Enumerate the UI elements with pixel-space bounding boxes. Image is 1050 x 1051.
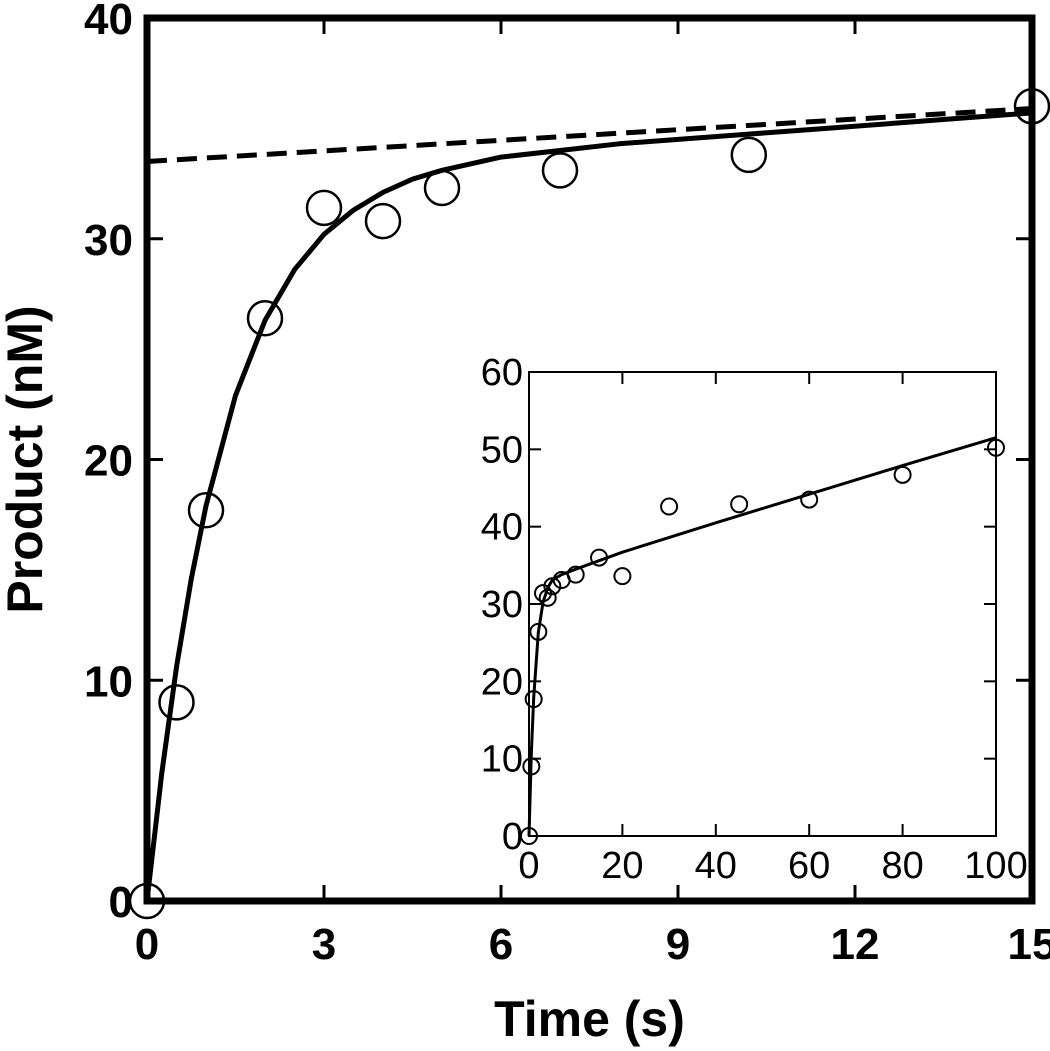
main-y-tick-label: 30	[84, 216, 133, 265]
main-x-tick-label: 6	[489, 920, 513, 969]
inset-data-point	[660, 497, 679, 516]
inset-data-point	[893, 465, 912, 484]
inset-data-point	[566, 565, 585, 584]
inset-data-point	[522, 757, 541, 776]
inset-data-point	[543, 577, 562, 596]
inset-y-tick-label: 20	[481, 661, 523, 703]
main-x-tick-label: 0	[135, 920, 159, 969]
inset-data-point	[524, 690, 543, 709]
inset-x-tick-label: 20	[601, 845, 643, 887]
inset-data-point	[520, 827, 538, 845]
main-data-point	[246, 299, 284, 337]
main-dashed-extrapolation-line	[146, 106, 1033, 164]
main-x-tick-label: 12	[831, 920, 880, 969]
inset-data-point	[538, 588, 557, 607]
main-fit-curve	[144, 110, 1033, 902]
main-data-point	[1013, 88, 1050, 125]
main-y-tick-label: 40	[84, 0, 133, 44]
inset-data-point	[590, 548, 609, 567]
inset-data-point	[613, 567, 632, 586]
main-x-tick-label: 9	[666, 920, 690, 969]
inset-y-tick-label: 40	[481, 507, 523, 549]
main-data-point	[158, 684, 195, 721]
main-data-point	[128, 882, 166, 920]
main-data-point	[364, 202, 402, 240]
main-y-tick-label: 20	[84, 437, 133, 486]
inset-y-tick-label: 30	[481, 584, 523, 626]
inset-plot: 0 20 40 60 80 100 0 10 20 30 40 50 60	[481, 352, 1028, 887]
inset-plot-frame	[528, 371, 997, 837]
main-data-point	[541, 152, 579, 189]
inset-x-tick-label: 40	[695, 845, 737, 887]
main-data-point	[305, 189, 343, 227]
inset-data-point	[529, 622, 548, 641]
inset-x-tick-label: 60	[788, 845, 830, 887]
main-data-point	[730, 136, 768, 174]
inset-y-tick-label: 60	[481, 352, 523, 394]
main-y-tick-label: 10	[84, 657, 133, 706]
inset-x-tick-label: 100	[964, 845, 1027, 887]
inset-data-point	[800, 490, 819, 509]
main-y-axis-title: Product (nM)	[0, 305, 53, 613]
inset-data-point	[987, 438, 1005, 457]
inset-x-tick-label: 0	[518, 845, 539, 887]
inset-x-tick-label: 80	[881, 845, 923, 887]
inset-y-tick-label: 10	[481, 739, 523, 781]
inset-fit-curve	[527, 436, 997, 837]
inset-data-point	[730, 495, 749, 514]
inset-y-tick-label: 50	[481, 429, 523, 471]
inset-y-tick-label: 0	[502, 816, 523, 858]
main-data-point	[187, 492, 225, 529]
main-data-point	[423, 169, 461, 207]
main-x-tick-label: 15	[1008, 920, 1050, 969]
main-x-tick-label: 3	[312, 920, 336, 969]
main-x-axis-title: Time (s)	[494, 991, 685, 1047]
